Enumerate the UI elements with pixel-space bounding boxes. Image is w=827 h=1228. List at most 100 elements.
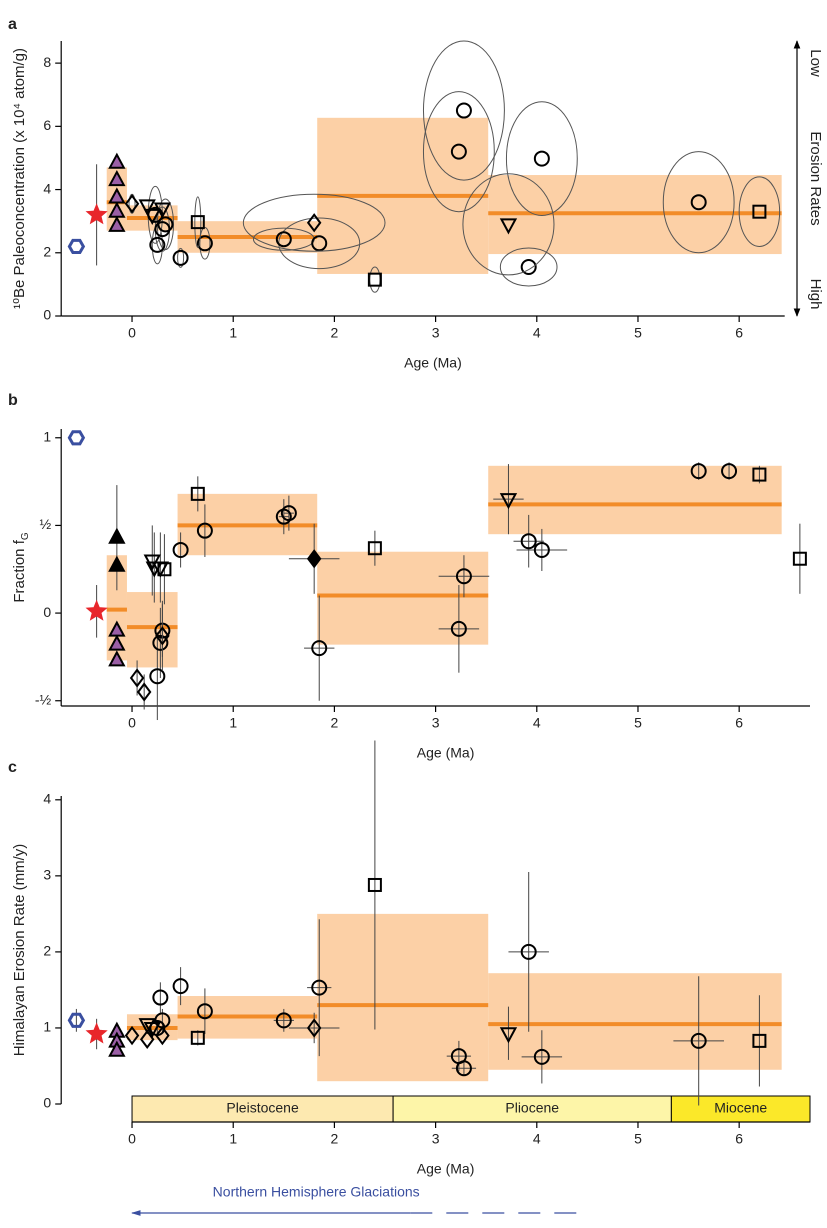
x-tick-label: 5 xyxy=(634,715,642,731)
x-tick-label: 0 xyxy=(128,715,136,731)
marker-circle xyxy=(455,1060,472,1077)
marker-circle xyxy=(520,259,537,276)
range-box xyxy=(488,973,782,1070)
marker-up-triangle xyxy=(108,555,126,572)
marker-diamond xyxy=(124,1025,140,1046)
marker-square xyxy=(190,486,205,501)
y-axis-title: ¹⁰Be Paleoconcentration (x 10⁴ atom/g) xyxy=(11,48,28,309)
marker-up-triangle xyxy=(108,634,126,651)
marker-up-triangle xyxy=(108,152,126,169)
y-tick-label: ½ xyxy=(40,516,52,532)
y-tick-label: 3 xyxy=(43,867,51,883)
marker-diamond xyxy=(155,1025,170,1046)
marker-circle xyxy=(275,1012,292,1029)
marker-circle xyxy=(172,249,189,266)
marker-diamond xyxy=(136,682,152,702)
marker-circle xyxy=(455,102,472,119)
x-tick-label: 1 xyxy=(229,715,237,731)
marker-circle xyxy=(196,1003,213,1020)
marker-down-triangle xyxy=(499,1027,518,1044)
y-tick-label: 0 xyxy=(43,604,51,620)
marker-circle xyxy=(690,194,707,211)
marker-down-triangle xyxy=(138,199,156,216)
marker-up-triangle xyxy=(108,527,126,544)
y-axis-title-sub: G xyxy=(20,532,31,540)
error-ellipse xyxy=(194,196,202,248)
x-tick-label: 2 xyxy=(331,715,339,731)
marker-circle xyxy=(455,568,472,585)
y-axis-title-main: Fraction f xyxy=(11,539,28,602)
epoch-name: Pleistocene xyxy=(226,1100,299,1116)
marker-circle xyxy=(450,620,467,637)
x-tick-label: 1 xyxy=(229,1131,237,1147)
marker-circle xyxy=(690,463,707,480)
marker-square xyxy=(367,877,382,892)
marker-square xyxy=(367,541,382,556)
y-axis-title-main: ¹⁰Be Paleoconcentration (x 10⁴ atom/g) xyxy=(11,48,28,309)
marker-diamond xyxy=(139,1029,155,1050)
marker-circle xyxy=(311,640,328,657)
marker-circle xyxy=(520,533,537,550)
marker-circle xyxy=(533,541,550,558)
marker-up-triangle xyxy=(108,169,126,187)
marker-diamond xyxy=(306,213,322,233)
marker-circle xyxy=(450,143,467,160)
marker-square xyxy=(752,1033,767,1048)
epoch-name: Miocene xyxy=(714,1100,767,1116)
x-tick-label: 3 xyxy=(432,1131,440,1147)
marker-circle xyxy=(172,541,189,558)
x-tick-label: 6 xyxy=(735,1131,743,1147)
y-axis-title: Fraction fG xyxy=(11,532,31,603)
marker-square xyxy=(190,1030,205,1045)
epoch-band xyxy=(392,1095,672,1123)
marker-circle xyxy=(196,235,213,252)
marker-circle xyxy=(721,463,738,480)
marker-circle xyxy=(196,522,213,539)
error-ellipse xyxy=(738,176,781,247)
marker-diamond xyxy=(306,1018,322,1038)
error-ellipse xyxy=(422,91,495,213)
marker-down-triangle xyxy=(153,202,172,219)
error-ellipse xyxy=(499,247,558,287)
y-tick-label: 4 xyxy=(43,180,51,196)
epoch-band xyxy=(670,1095,811,1123)
marker-diamond xyxy=(124,194,140,214)
marker-diamond xyxy=(155,626,170,646)
marker-diamond xyxy=(306,549,322,569)
y-tick-label: 8 xyxy=(43,54,51,70)
glaciation-label: Northern Hemisphere Glaciations xyxy=(213,1184,420,1200)
marker-circle xyxy=(172,978,189,995)
marker-circle xyxy=(149,236,166,253)
marker-hexagon xyxy=(67,1012,86,1028)
marker-square xyxy=(792,551,807,566)
y-tick-label: 2 xyxy=(43,943,51,959)
x-tick-label: 5 xyxy=(634,325,642,341)
marker-circle xyxy=(149,668,166,685)
y-tick-label: 0 xyxy=(43,1095,51,1111)
panel-label: b xyxy=(8,392,18,409)
marker-diamond xyxy=(129,668,145,688)
marker-down-triangle xyxy=(499,218,518,235)
marker-circle xyxy=(152,634,169,651)
x-tick-label: 2 xyxy=(331,1131,339,1147)
y-tick-label: 2 xyxy=(43,243,51,259)
marker-circle xyxy=(533,150,550,167)
marker-star xyxy=(85,599,108,621)
error-ellipse xyxy=(177,247,185,268)
marker-star xyxy=(85,203,108,225)
error-ellipse xyxy=(662,151,735,254)
marker-star xyxy=(85,1022,108,1044)
marker-down-triangle xyxy=(138,1018,156,1035)
error-ellipse xyxy=(505,101,578,216)
erosion-annotation: High xyxy=(807,279,824,310)
x-tick-label: 4 xyxy=(533,1131,541,1147)
x-tick-label: 2 xyxy=(331,325,339,341)
range-box xyxy=(317,913,489,1082)
y-axis-title: Himalayan Erosion Rate (mm/y) xyxy=(11,844,28,1057)
panel-label: c xyxy=(8,759,17,776)
y-tick-label: 4 xyxy=(43,791,51,807)
marker-circle xyxy=(275,231,292,248)
epoch-name: Pliocene xyxy=(505,1100,559,1116)
marker-circle xyxy=(311,235,328,252)
